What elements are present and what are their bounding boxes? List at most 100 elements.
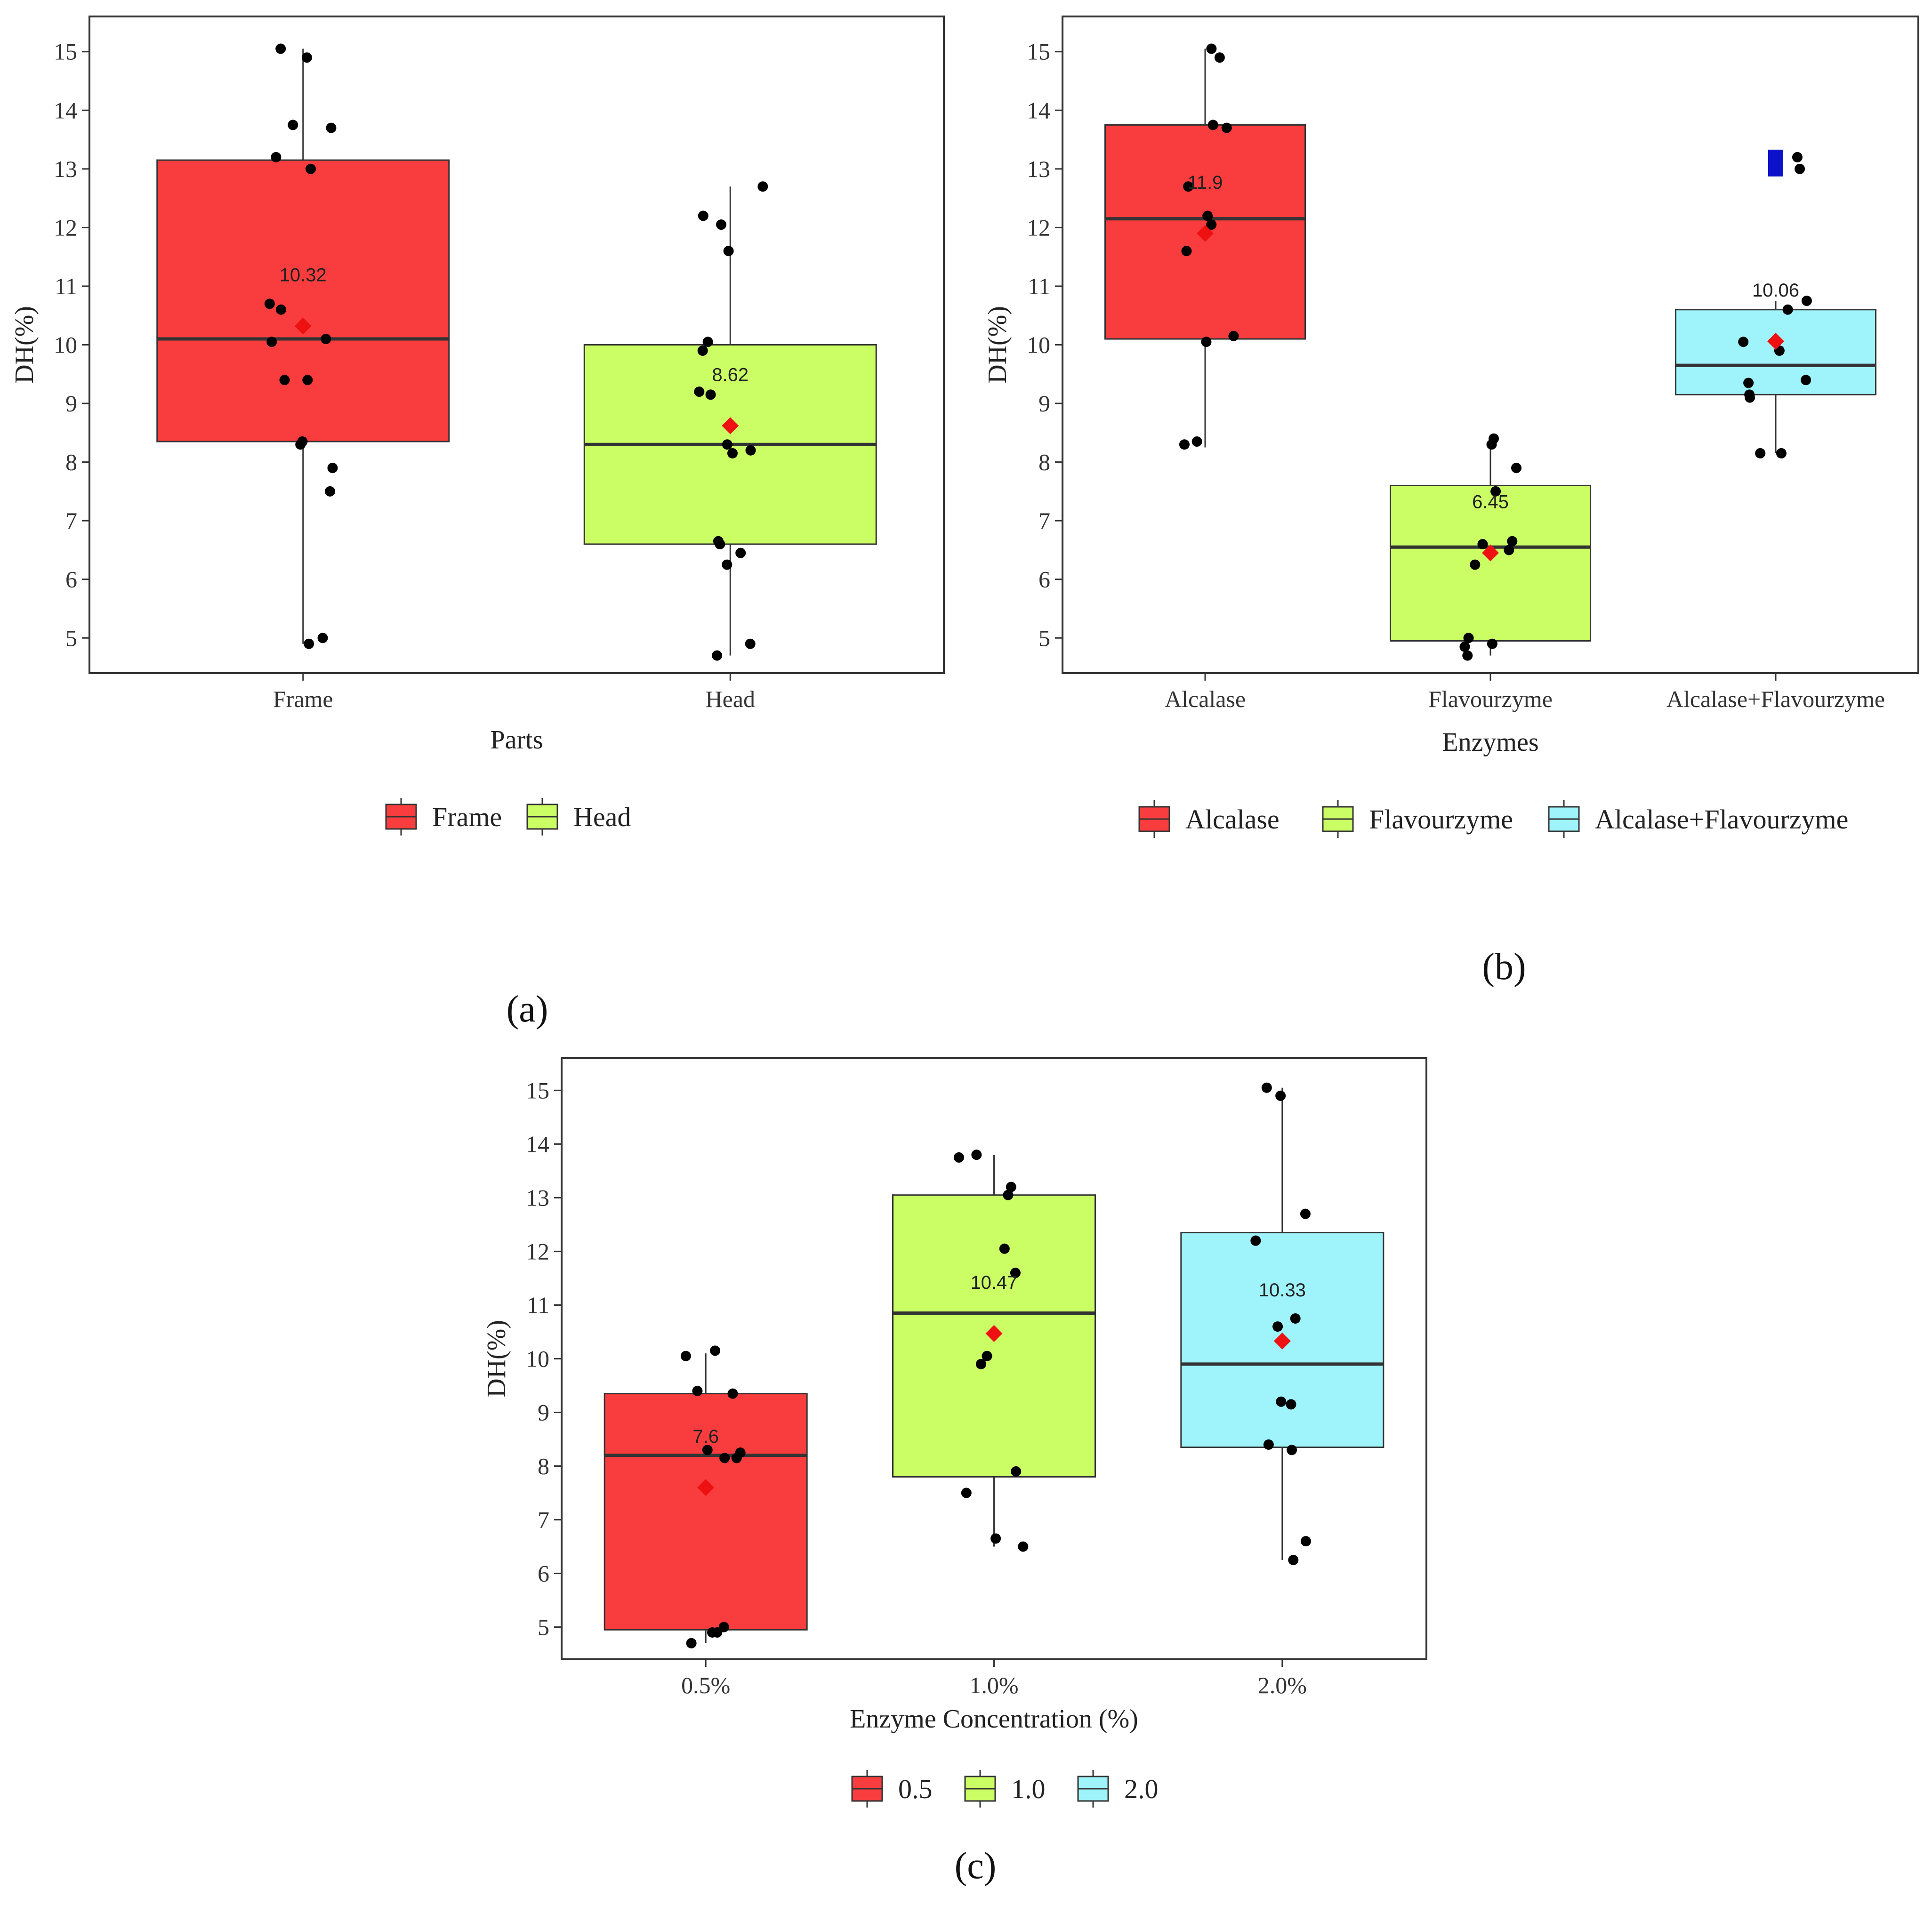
data-point (680, 1350, 691, 1361)
x-tick-label: 2.0% (1258, 1672, 1307, 1698)
y-tick-label: 10 (526, 1346, 549, 1372)
y-tick-label: 10 (54, 332, 77, 358)
y-tick-label: 11 (527, 1292, 549, 1318)
data-point (264, 298, 275, 309)
data-point (702, 1445, 713, 1455)
data-point (731, 1453, 742, 1463)
mean-marker (1273, 1332, 1291, 1350)
y-tick-label: 11 (55, 273, 77, 299)
data-point (1202, 210, 1213, 221)
legend-label: 1.0 (1011, 1774, 1046, 1804)
y-tick-label: 9 (538, 1399, 549, 1426)
data-point (1206, 43, 1217, 54)
data-point (1745, 392, 1755, 403)
legend-label: Frame (432, 802, 502, 832)
y-tick-label: 7 (538, 1507, 549, 1533)
y-tick-label: 12 (54, 214, 77, 241)
box-0 (604, 1393, 808, 1631)
y-tick-label: 14 (526, 1131, 549, 1157)
data-point (727, 1388, 738, 1399)
data-point (735, 547, 746, 558)
data-point (1018, 1541, 1029, 1552)
data-point (1206, 219, 1217, 230)
mean-label: 7.6 (692, 1426, 719, 1447)
data-point (1288, 1555, 1299, 1566)
data-point (1792, 152, 1803, 162)
data-point (1221, 122, 1232, 133)
data-point (1208, 120, 1218, 130)
y-tick-label: 8 (538, 1453, 549, 1479)
data-point (1776, 448, 1787, 458)
y-tick-label: 5 (1038, 625, 1050, 651)
y-tick-label: 13 (1027, 156, 1050, 182)
data-point (1011, 1466, 1022, 1477)
data-point (321, 334, 331, 345)
data-point (686, 1638, 697, 1648)
x-tick-label: Alcalase+Flavourzyme (1666, 686, 1885, 712)
mean-label: 11.9 (1188, 172, 1223, 193)
data-point (1470, 559, 1481, 570)
data-point (722, 559, 733, 570)
x-tick-label: 0.5% (681, 1672, 730, 1698)
data-point (279, 375, 290, 386)
data-point (302, 375, 313, 386)
mean-marker (1482, 544, 1499, 562)
data-point (953, 1152, 964, 1163)
data-point (975, 1358, 986, 1369)
data-point (1743, 378, 1754, 388)
data-point (727, 448, 738, 458)
data-point (1006, 1182, 1016, 1192)
legend-label: 2.0 (1124, 1774, 1159, 1804)
data-point (266, 337, 277, 347)
data-point (1214, 52, 1225, 63)
data-point (1795, 163, 1805, 174)
data-point (1201, 337, 1212, 347)
x-tick-label: Head (706, 686, 756, 712)
mean-marker (294, 317, 312, 335)
data-point (694, 386, 705, 397)
x-axis-title: Enzymes (1442, 728, 1538, 757)
y-tick-label: 13 (526, 1184, 549, 1211)
y-axis-title: DH(%) (482, 1320, 511, 1398)
y-tick-label: 11 (1028, 273, 1050, 299)
data-point (305, 163, 316, 174)
data-point (1191, 436, 1202, 447)
y-tick-label: 9 (1038, 390, 1050, 417)
data-point (271, 152, 282, 162)
x-tick-label: Flavourzyme (1428, 686, 1553, 712)
data-point (1755, 448, 1766, 458)
data-point (1272, 1321, 1283, 1332)
data-point (1286, 1399, 1296, 1410)
panel-label: (c) (955, 1845, 997, 1887)
data-point (327, 463, 338, 474)
y-tick-label: 7 (65, 507, 77, 534)
data-point (745, 445, 756, 456)
panel-b-chart: 5 6 7 8 9 10 11 12 13 14 15 DH(%) Enzymes Alcalase 11.… (983, 16, 1919, 988)
y-tick-label: 12 (1027, 214, 1050, 241)
data-point (1507, 536, 1518, 547)
data-point (324, 486, 335, 497)
data-point (698, 210, 708, 221)
mean-label: 6.45 (1472, 492, 1509, 513)
data-point (1463, 633, 1474, 643)
x-axis-title: Parts (491, 725, 543, 755)
y-tick-label: 10 (1027, 332, 1050, 358)
data-point (1181, 246, 1192, 257)
x-axis-title: Enzyme Concentration (%) (850, 1704, 1138, 1734)
y-tick-label: 7 (1038, 507, 1050, 534)
data-point (745, 638, 756, 649)
mean-label: 10.32 (280, 265, 327, 286)
data-point (712, 650, 723, 661)
data-point (707, 1627, 718, 1638)
y-tick-label: 13 (54, 156, 77, 182)
y-tick-label: 6 (1038, 566, 1050, 593)
panel-a-chart: 5 6 7 8 9 10 11 12 13 14 15 DH(%) Parts Frame 10.32 Hea… (10, 16, 945, 1030)
legend-label: 0.5 (898, 1774, 933, 1804)
data-point (702, 337, 713, 347)
data-point (722, 439, 733, 450)
data-point (1250, 1235, 1261, 1246)
data-point (1003, 1190, 1014, 1200)
y-tick-label: 15 (1027, 39, 1050, 65)
mean-label: 8.62 (712, 364, 749, 385)
mean-label: 10.33 (1259, 1280, 1306, 1301)
